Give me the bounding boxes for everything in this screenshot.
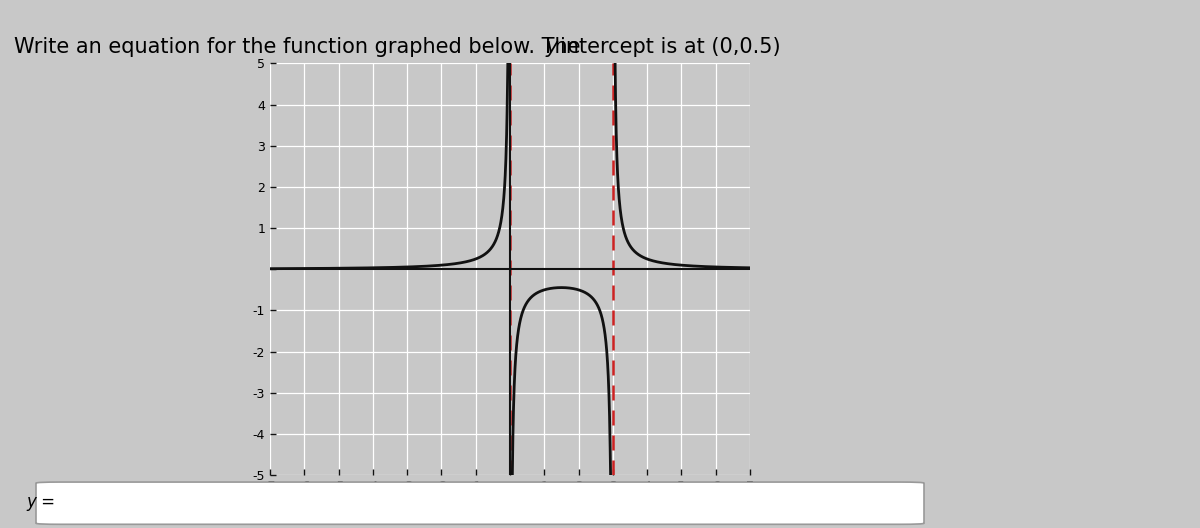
Text: y =: y = [26,493,55,511]
FancyBboxPatch shape [36,482,924,524]
Text: intercept is at (0,0.5): intercept is at (0,0.5) [560,37,781,57]
Text: Write an equation for the function graphed below. The: Write an equation for the function graph… [14,37,588,57]
Text: y: y [546,37,558,57]
